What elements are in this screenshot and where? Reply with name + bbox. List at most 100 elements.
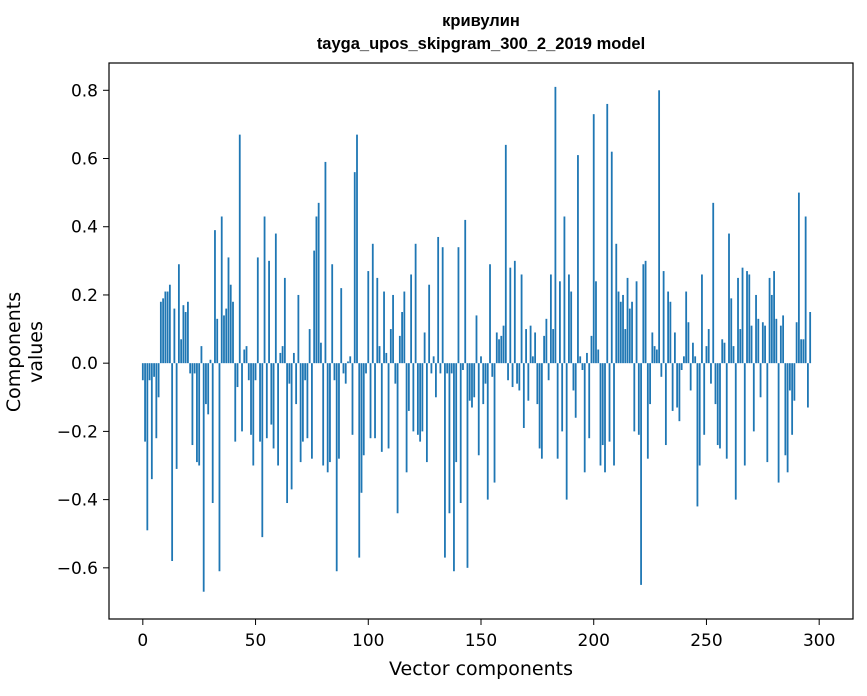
bar — [723, 342, 726, 364]
bar — [556, 363, 559, 459]
bar — [529, 325, 532, 364]
bar — [646, 363, 649, 459]
bar — [509, 267, 512, 364]
x-axis-label: Vector components — [389, 658, 573, 680]
bar — [184, 312, 187, 364]
bar — [164, 291, 167, 364]
bar — [313, 250, 316, 364]
bar — [716, 363, 719, 446]
bar — [610, 151, 613, 364]
bar — [565, 363, 568, 500]
bar — [597, 349, 600, 364]
bar — [403, 291, 406, 364]
bar — [446, 363, 449, 374]
bar — [166, 291, 169, 364]
bar — [378, 346, 381, 364]
bar — [710, 363, 712, 384]
bar — [286, 363, 289, 504]
bar — [608, 363, 611, 442]
bar — [227, 257, 230, 364]
bar — [748, 274, 751, 364]
bar — [392, 294, 394, 364]
bar — [712, 202, 715, 364]
bar — [498, 339, 500, 364]
bar — [430, 363, 433, 374]
bar — [640, 363, 642, 585]
x-tick-label: 0 — [137, 631, 148, 651]
bar — [635, 281, 638, 364]
bar — [540, 363, 543, 459]
bar — [583, 363, 586, 473]
bar — [752, 363, 755, 432]
bar — [223, 315, 225, 364]
bar — [265, 363, 268, 439]
bar — [177, 264, 180, 364]
bar — [689, 363, 692, 391]
bar — [793, 363, 796, 401]
bar — [405, 363, 408, 473]
bar — [171, 363, 174, 562]
bar — [292, 352, 295, 364]
bar — [807, 363, 809, 408]
bar — [297, 294, 300, 364]
bar — [628, 308, 631, 364]
bar — [757, 318, 760, 364]
bar — [705, 346, 708, 364]
bar — [737, 277, 739, 364]
bar — [696, 363, 699, 507]
bar — [241, 363, 243, 432]
bar — [613, 363, 615, 466]
bar — [329, 363, 331, 463]
bar — [412, 363, 415, 432]
y-tick-label: −0.4 — [57, 491, 98, 511]
bar — [259, 363, 261, 442]
bar — [549, 274, 552, 364]
bar — [200, 346, 203, 364]
bar — [247, 363, 250, 381]
bar — [531, 356, 534, 364]
bar — [784, 363, 787, 456]
bar — [622, 294, 624, 364]
y-tick-label: 0.8 — [71, 81, 98, 101]
bar — [701, 274, 703, 364]
bar — [229, 284, 232, 364]
x-axis: 0 50 100 150 200 250 300 — [137, 619, 835, 651]
bar — [707, 329, 710, 364]
bar — [800, 339, 803, 364]
bar — [664, 363, 667, 446]
bar — [649, 363, 651, 405]
bar — [290, 363, 293, 490]
bar — [671, 363, 674, 411]
bar — [274, 233, 277, 364]
bar — [495, 332, 498, 364]
bar — [369, 363, 372, 439]
bar — [507, 363, 509, 381]
bar — [581, 363, 584, 370]
bar — [714, 363, 717, 405]
bar — [518, 363, 521, 391]
x-tick-label: 150 — [465, 631, 497, 651]
bar — [655, 349, 658, 364]
bar — [335, 363, 338, 572]
bar — [561, 363, 564, 432]
bar — [304, 363, 307, 381]
bar — [254, 363, 257, 381]
bar — [804, 216, 807, 364]
bar — [680, 363, 683, 370]
bar — [315, 216, 318, 364]
bar — [739, 329, 742, 364]
y-tick-label: −0.2 — [57, 422, 98, 442]
bar — [453, 363, 455, 572]
bar — [683, 356, 685, 364]
bar — [599, 363, 602, 466]
bar — [362, 363, 365, 456]
bar — [356, 134, 358, 364]
bar — [775, 318, 778, 364]
bar — [349, 356, 352, 364]
bar — [477, 363, 480, 456]
bar — [214, 230, 216, 364]
bar — [538, 363, 541, 449]
bar — [525, 329, 527, 364]
bar — [633, 363, 636, 432]
